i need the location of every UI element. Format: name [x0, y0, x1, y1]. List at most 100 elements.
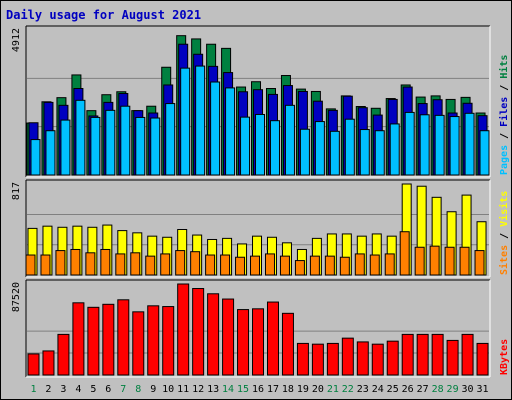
bar-pages-day-7: [120, 105, 131, 176]
bar-kbytes-day-14: [222, 298, 235, 376]
bar-pages-day-24: [374, 130, 385, 176]
x-tick-label-day-13: 13: [207, 384, 219, 395]
bar-kbytes-day-11: [177, 283, 190, 376]
bar-pages-day-8: [135, 116, 146, 176]
bar-sites-day-18: [279, 255, 290, 276]
bar-kbytes-day-5: [87, 306, 100, 376]
side-legend-visits: Sites / Visits: [498, 191, 510, 275]
x-tick-label-day-6: 6: [105, 384, 111, 395]
bar-sites-day-17: [264, 253, 275, 276]
panel-hits: 4912 Pages / Files / Hits: [11, 25, 510, 178]
bar-kbytes-day-12: [192, 288, 205, 376]
bar-sites-day-29: [444, 246, 455, 276]
x-tick-label-day-15: 15: [237, 384, 249, 395]
bar-sites-day-27: [414, 246, 425, 276]
bar-kbytes-day-1: [27, 353, 40, 376]
bar-kbytes-day-22: [341, 337, 354, 376]
bar-sites-day-13: [205, 254, 216, 276]
x-tick-label-day-16: 16: [252, 384, 264, 395]
x-tick-label-day-4: 4: [75, 384, 81, 395]
bar-sites-day-10: [160, 253, 171, 276]
bar-kbytes-day-10: [162, 306, 175, 376]
bar-pages-day-18: [284, 104, 295, 176]
x-tick-label-day-1: 1: [30, 384, 36, 395]
x-tick-label-day-11: 11: [177, 384, 189, 395]
bar-kbytes-day-3: [57, 333, 70, 376]
bar-sites-day-26: [399, 231, 410, 276]
bar-sites-day-16: [250, 255, 261, 276]
x-tick-label-day-9: 9: [150, 384, 156, 395]
bar-pages-day-19: [299, 128, 310, 176]
x-axis-labels: 1 2 3 4 5 6 7 8 9 10 11 12 13 14 15 16 17 18 19 20 21 22 23 24 2…: [30, 384, 488, 395]
bar-sites-day-21: [324, 255, 335, 276]
x-tick-label-day-14: 14: [222, 384, 234, 395]
legend-separator: /: [499, 127, 510, 145]
bar-kbytes-day-19: [296, 342, 309, 376]
panels-layer: 4912 Pages / Files / Hits 817 Sites / Visit…: [11, 25, 510, 378]
bar-pages-day-12: [195, 65, 206, 176]
bar-kbytes-day-7: [117, 299, 130, 376]
bar-sites-day-3: [55, 250, 66, 276]
x-tick-label-day-27: 27: [417, 384, 429, 395]
bar-pages-day-16: [255, 113, 266, 176]
bar-kbytes-day-8: [132, 311, 145, 376]
bar-sites-day-5: [85, 252, 96, 276]
bar-pages-day-27: [419, 114, 430, 176]
bar-sites-day-23: [354, 253, 365, 276]
bar-pages-day-10: [165, 103, 176, 176]
series-sites: [25, 231, 485, 276]
bar-kbytes-day-21: [326, 342, 339, 376]
x-tick-label-day-5: 5: [90, 384, 96, 395]
bar-pages-day-25: [389, 123, 400, 176]
bar-pages-day-4: [75, 99, 86, 176]
bar-sites-day-30: [459, 246, 470, 276]
x-tick-label-day-26: 26: [402, 384, 414, 395]
x-tick-label-day-20: 20: [312, 384, 324, 395]
bar-pages-day-1: [30, 139, 41, 176]
x-tick-label-day-22: 22: [342, 384, 354, 395]
panel-visits: 817 Sites / Visits: [11, 179, 510, 278]
x-tick-label-day-19: 19: [297, 384, 309, 395]
x-tick-label-day-7: 7: [120, 384, 126, 395]
series-pages: [30, 65, 490, 176]
bar-pages-day-21: [329, 130, 340, 176]
bar-sites-day-8: [130, 252, 141, 276]
bar-sites-day-25: [384, 253, 395, 276]
bar-kbytes-day-28: [431, 333, 444, 376]
bar-pages-day-23: [359, 129, 370, 176]
bar-kbytes-day-9: [147, 305, 160, 376]
bar-kbytes-day-6: [102, 303, 115, 376]
x-tick-label-day-25: 25: [387, 384, 399, 395]
bar-pages-day-11: [180, 67, 191, 176]
y-axis-max-label-kbytes: 87520: [11, 282, 22, 312]
y-axis-max-label-hits: 4912: [11, 28, 22, 52]
bar-kbytes-day-24: [371, 343, 384, 376]
bar-kbytes-day-31: [476, 342, 489, 376]
x-tick-label-day-10: 10: [162, 384, 174, 395]
legend-separator: /: [499, 79, 510, 97]
bar-pages-day-17: [269, 120, 280, 176]
panel-kbytes: 87520 KBytes: [11, 279, 510, 378]
x-tick-label-day-12: 12: [192, 384, 204, 395]
bar-sites-day-11: [175, 250, 186, 276]
bar-kbytes-day-27: [416, 333, 429, 376]
bar-sites-day-15: [235, 256, 246, 276]
bar-pages-day-2: [45, 130, 56, 176]
bar-sites-day-2: [40, 254, 51, 276]
bar-sites-day-28: [429, 245, 440, 276]
bar-sites-day-24: [369, 254, 380, 276]
bar-sites-day-14: [220, 254, 231, 276]
bar-sites-day-20: [309, 255, 320, 276]
bar-kbytes-day-25: [386, 340, 399, 376]
bar-pages-day-3: [60, 119, 71, 176]
x-tick-label-day-17: 17: [267, 384, 279, 395]
series-kbytes: [27, 283, 489, 376]
bar-sites-day-12: [190, 251, 201, 276]
chart-title: Daily usage for August 2021: [6, 8, 201, 22]
x-tick-label-day-3: 3: [60, 384, 66, 395]
bar-kbytes-day-26: [401, 333, 414, 376]
x-tick-label-day-31: 31: [476, 384, 488, 395]
x-tick-label-day-29: 29: [447, 384, 459, 395]
side-legend-kbytes: KBytes: [499, 339, 510, 375]
